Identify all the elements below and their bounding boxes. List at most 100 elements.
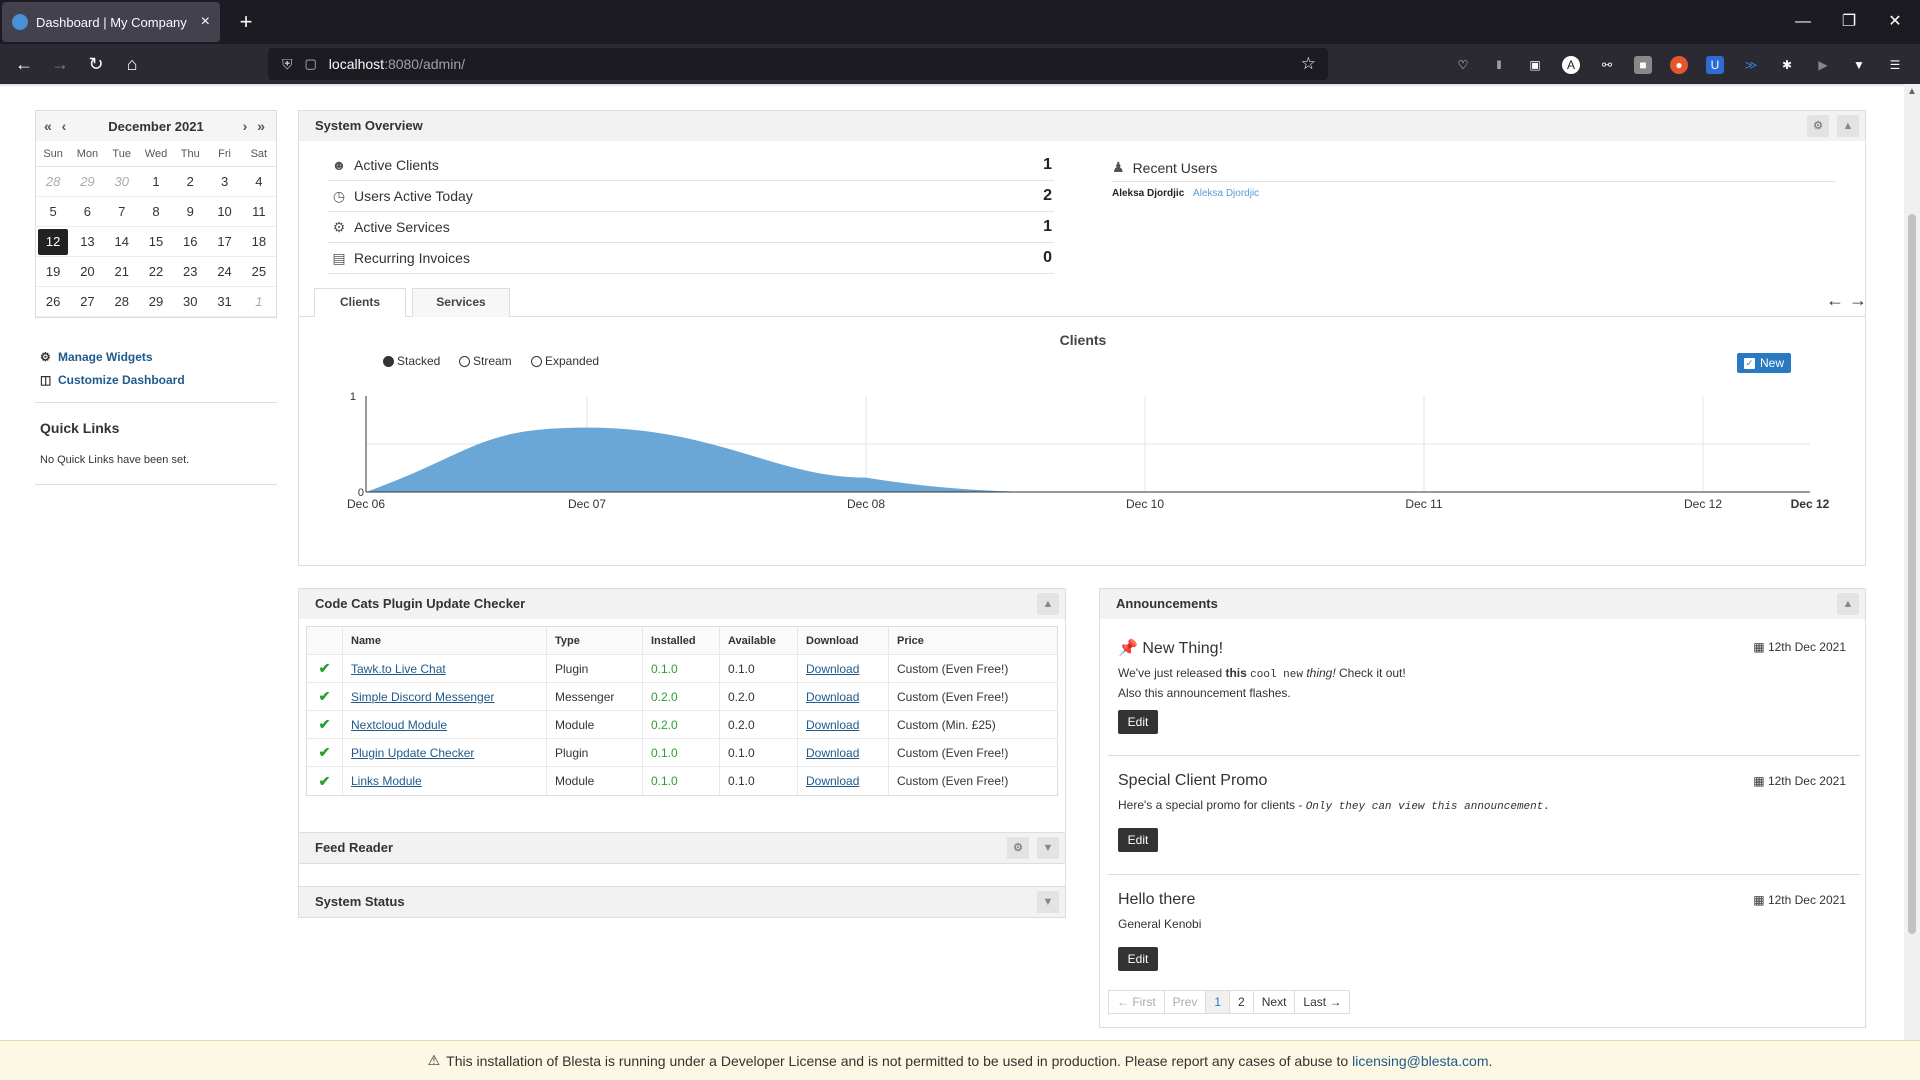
plugin-download-link[interactable]: Download [806,774,860,788]
extension-grey-icon[interactable]: ■ [1634,56,1652,74]
forward-icon[interactable]: → [51,54,69,74]
page-scrollbar[interactable]: ▲ [1904,84,1920,1080]
calendar-day[interactable]: 9 [173,197,208,227]
calendar-day[interactable]: 10 [207,197,242,227]
page-icon[interactable]: ▢ [304,56,317,71]
calendar-day[interactable]: 8 [138,197,174,227]
customize-dashboard-link[interactable]: ◫ Customize Dashboard [40,373,185,387]
extension-v-icon[interactable]: ▼ [1853,58,1865,72]
calendar-day[interactable]: 12 [36,227,71,257]
scroll-up-icon[interactable]: ▲ [1907,86,1917,97]
extension-ublock-icon[interactable]: U [1706,56,1724,74]
calendar-day[interactable]: 26 [36,287,71,317]
extension-glasses-icon[interactable]: ⚯ [1601,58,1613,72]
plugin-name-link[interactable]: Simple Discord Messenger [351,689,495,704]
plugin-name-link[interactable]: Tawk.to Live Chat [351,661,446,676]
plugin-download-link[interactable]: Download [806,689,860,704]
home-icon[interactable]: ⌂ [126,54,138,74]
calendar-day[interactable]: 28 [36,167,71,197]
calendar-day[interactable]: 25 [241,257,276,287]
back-icon[interactable]: ← [15,54,33,74]
calendar-day[interactable]: 17 [207,227,242,257]
close-tab-icon[interactable]: × [200,13,210,30]
calendar-day[interactable]: 24 [207,257,242,287]
calendar-day[interactable]: 22 [138,257,174,287]
tab-services[interactable]: Services [412,288,510,317]
pager-prev[interactable]: Prev [1165,991,1207,1013]
calendar-day[interactable]: 13 [70,227,105,257]
library-icon[interactable]: ‖ [1496,58,1502,72]
plugin-download-link[interactable]: Download [806,661,860,676]
recent-user-link[interactable]: Aleksa Djordjic [1193,188,1260,199]
pager-page-1[interactable]: 1 [1206,991,1231,1013]
manage-widgets-link[interactable]: ⚙ Manage Widgets [40,350,153,364]
mode-stream[interactable]: Stream [459,354,512,368]
url-bar[interactable]: ⛨ ▢ localhost:8080/admin/ ☆ [268,48,1328,80]
account-icon[interactable]: A [1562,56,1580,74]
minimize-icon[interactable]: — [1795,13,1811,30]
calendar-day[interactable]: 14 [104,227,139,257]
tab-clients[interactable]: Clients [314,288,406,317]
calendar-day[interactable]: 27 [70,287,105,317]
calendar-day[interactable]: 1 [138,167,174,197]
arrow-left-icon[interactable]: ← [1826,290,1844,310]
calendar-day[interactable]: 29 [138,287,174,317]
extension-duckduckgo-icon[interactable]: ● [1670,56,1688,74]
calendar-day[interactable]: 30 [173,287,208,317]
calendar-day[interactable]: 29 [70,167,105,197]
collapse-icon[interactable]: ▲ [1837,115,1859,137]
calendar-day[interactable]: 3 [207,167,242,197]
edit-button[interactable]: Edit [1118,947,1158,971]
settings-gear-icon[interactable]: ⚙ [1007,837,1029,859]
license-email-link[interactable]: licensing@blesta.com [1352,1052,1489,1069]
browser-tab[interactable]: Dashboard | My Company × [2,2,220,42]
calendar-day[interactable]: 28 [104,287,139,317]
shield-icon[interactable]: ⛨ [282,55,293,72]
expand-icon[interactable]: ▼ [1037,837,1059,859]
calendar-day[interactable]: 31 [207,287,242,317]
calendar-day[interactable]: 30 [104,167,139,197]
calendar-day[interactable]: 5 [36,197,71,227]
calendar-day[interactable]: 7 [104,197,139,227]
extension-gear-icon[interactable]: ✱ [1781,58,1793,72]
edit-button[interactable]: Edit [1118,828,1158,852]
collapse-icon[interactable]: ▲ [1837,593,1859,615]
scrollbar-thumb[interactable] [1908,214,1916,934]
pager-first[interactable]: ← First [1109,991,1165,1013]
restore-icon[interactable]: ❐ [1841,13,1857,30]
settings-gear-icon[interactable]: ⚙ [1807,115,1829,137]
calendar-day[interactable]: 4 [241,167,276,197]
calendar-day[interactable]: 2 [173,167,208,197]
collapse-icon[interactable]: ▲ [1037,593,1059,615]
bookmark-star-icon[interactable]: ☆ [1300,54,1316,73]
new-tab-button[interactable]: + [239,9,253,34]
calendar-day[interactable]: 19 [36,257,71,287]
plugin-download-link[interactable]: Download [806,745,860,760]
pager-page-2[interactable]: 2 [1230,991,1254,1013]
calendar-day[interactable]: 23 [173,257,208,287]
calendar-day[interactable]: 11 [241,197,276,227]
extension-chevrons-icon[interactable]: ≫ [1744,58,1758,72]
calendar-prev-nav[interactable]: « ‹ [44,118,70,134]
calendar-day[interactable]: 16 [173,227,208,257]
mode-stacked[interactable]: Stacked [383,354,440,368]
plugin-name-link[interactable]: Plugin Update Checker [351,745,475,760]
calendar-day[interactable]: 6 [70,197,105,227]
reload-icon[interactable]: ↻ [88,54,104,74]
pocket-icon[interactable]: ♡ [1457,58,1469,72]
plugin-download-link[interactable]: Download [806,717,860,732]
calendar-day[interactable]: 20 [70,257,105,287]
extension-video-icon[interactable]: ▶ [1818,58,1828,72]
arrow-right-icon[interactable]: → [1849,290,1867,310]
pager-next[interactable]: Next [1254,991,1296,1013]
menu-icon[interactable]: ☰ [1889,58,1901,72]
calendar-day[interactable]: 21 [104,257,139,287]
new-button[interactable]: ✓ New [1737,353,1791,373]
pager-last[interactable]: Last → [1303,995,1342,1009]
calendar-next-nav[interactable]: › » [242,118,268,134]
edit-button[interactable]: Edit [1118,710,1158,734]
expand-icon[interactable]: ▼ [1037,891,1059,913]
calendar-day[interactable]: 18 [241,227,276,257]
mode-expanded[interactable]: Expanded [531,354,599,368]
plugin-name-link[interactable]: Nextcloud Module [351,717,448,732]
